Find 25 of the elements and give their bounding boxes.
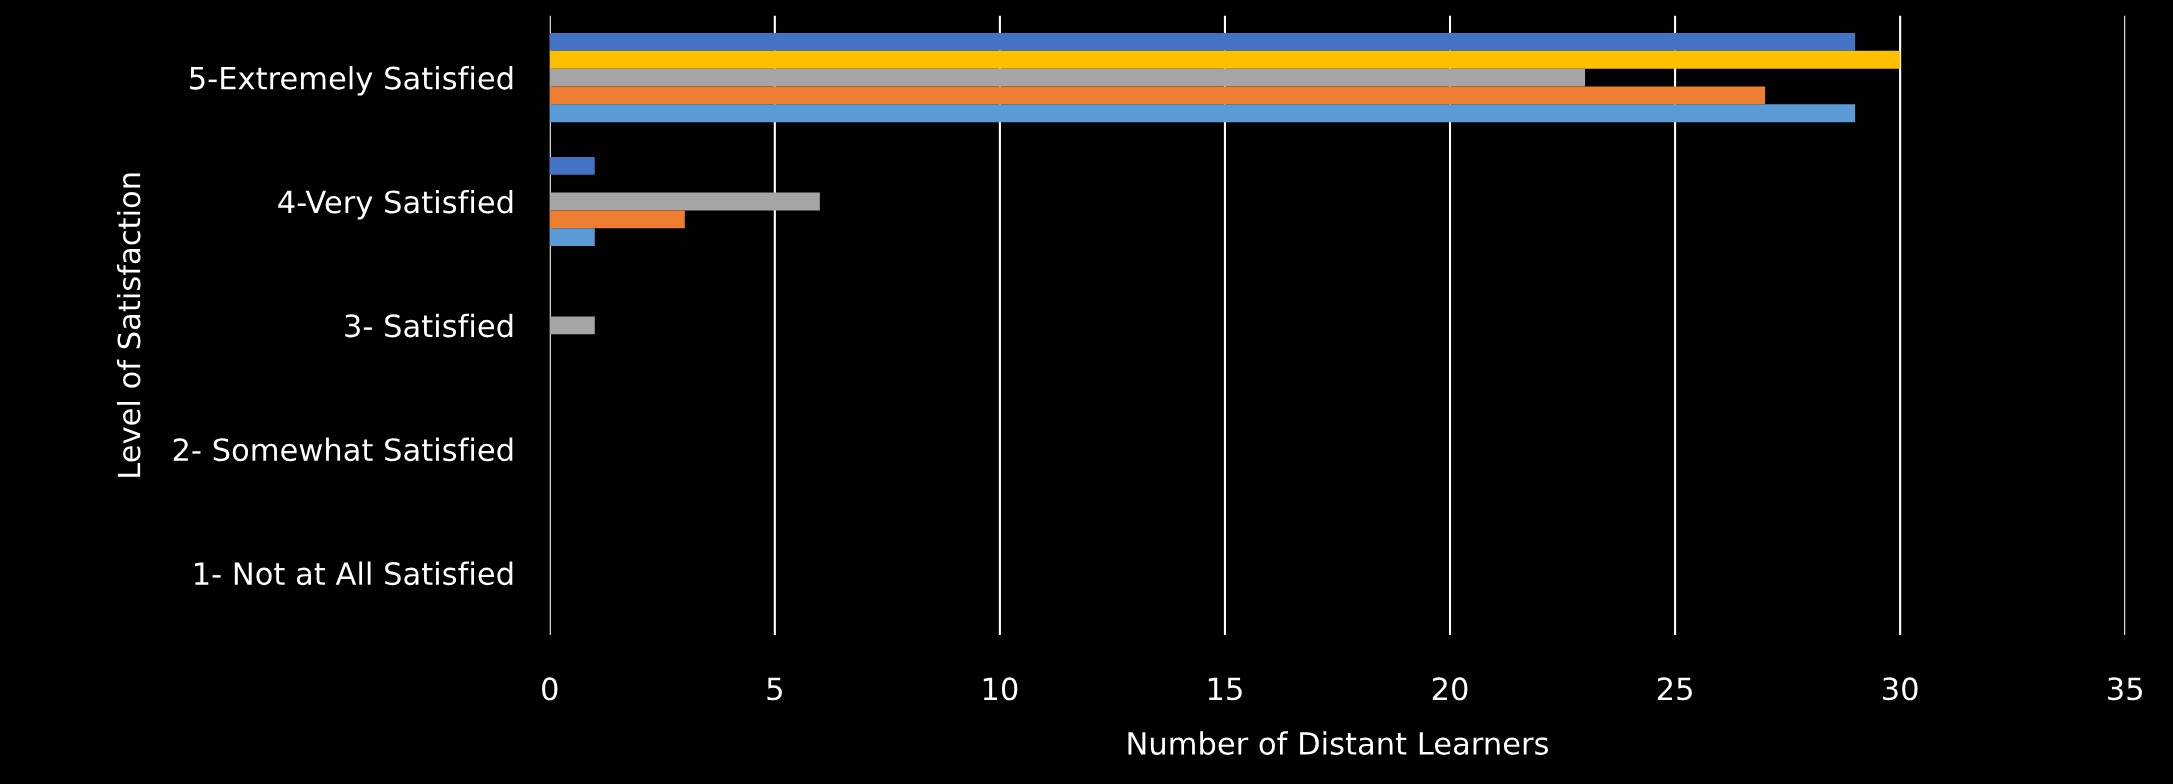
bar <box>549 192 820 211</box>
y-tick-label: 2- Somewhat Satisfied <box>173 437 513 462</box>
y-tick-label: 1- Not at All Satisfied <box>195 561 513 586</box>
x-tick-label: 0 <box>542 677 558 701</box>
bar <box>549 210 685 229</box>
bar <box>549 86 1766 105</box>
x-tick-label: 15 <box>1208 677 1242 701</box>
bar <box>549 33 1856 51</box>
bar <box>549 50 1901 69</box>
y-tick-label: 3- Satisfied <box>345 313 513 338</box>
bar <box>549 104 1856 123</box>
x-tick-label: 5 <box>767 677 782 701</box>
bar <box>549 156 595 175</box>
y-tick-label: 5-Extremely Satisfied <box>190 66 513 96</box>
y-tick-label: 4-Very Satisfied <box>278 189 513 220</box>
x-tick-label: 10 <box>983 677 1018 701</box>
x-tick-label: 30 <box>1883 677 1918 701</box>
bar <box>549 68 1586 87</box>
x-axis-title: Number of Distant Learners <box>1128 731 1548 755</box>
bar <box>549 316 595 335</box>
x-tick-label: 20 <box>1432 677 1468 701</box>
x-tick-label: 35 <box>2108 677 2142 701</box>
y-axis-title: Level of Satisfaction <box>116 173 141 477</box>
x-tick-label: 25 <box>1657 677 1692 701</box>
bar <box>549 228 595 247</box>
